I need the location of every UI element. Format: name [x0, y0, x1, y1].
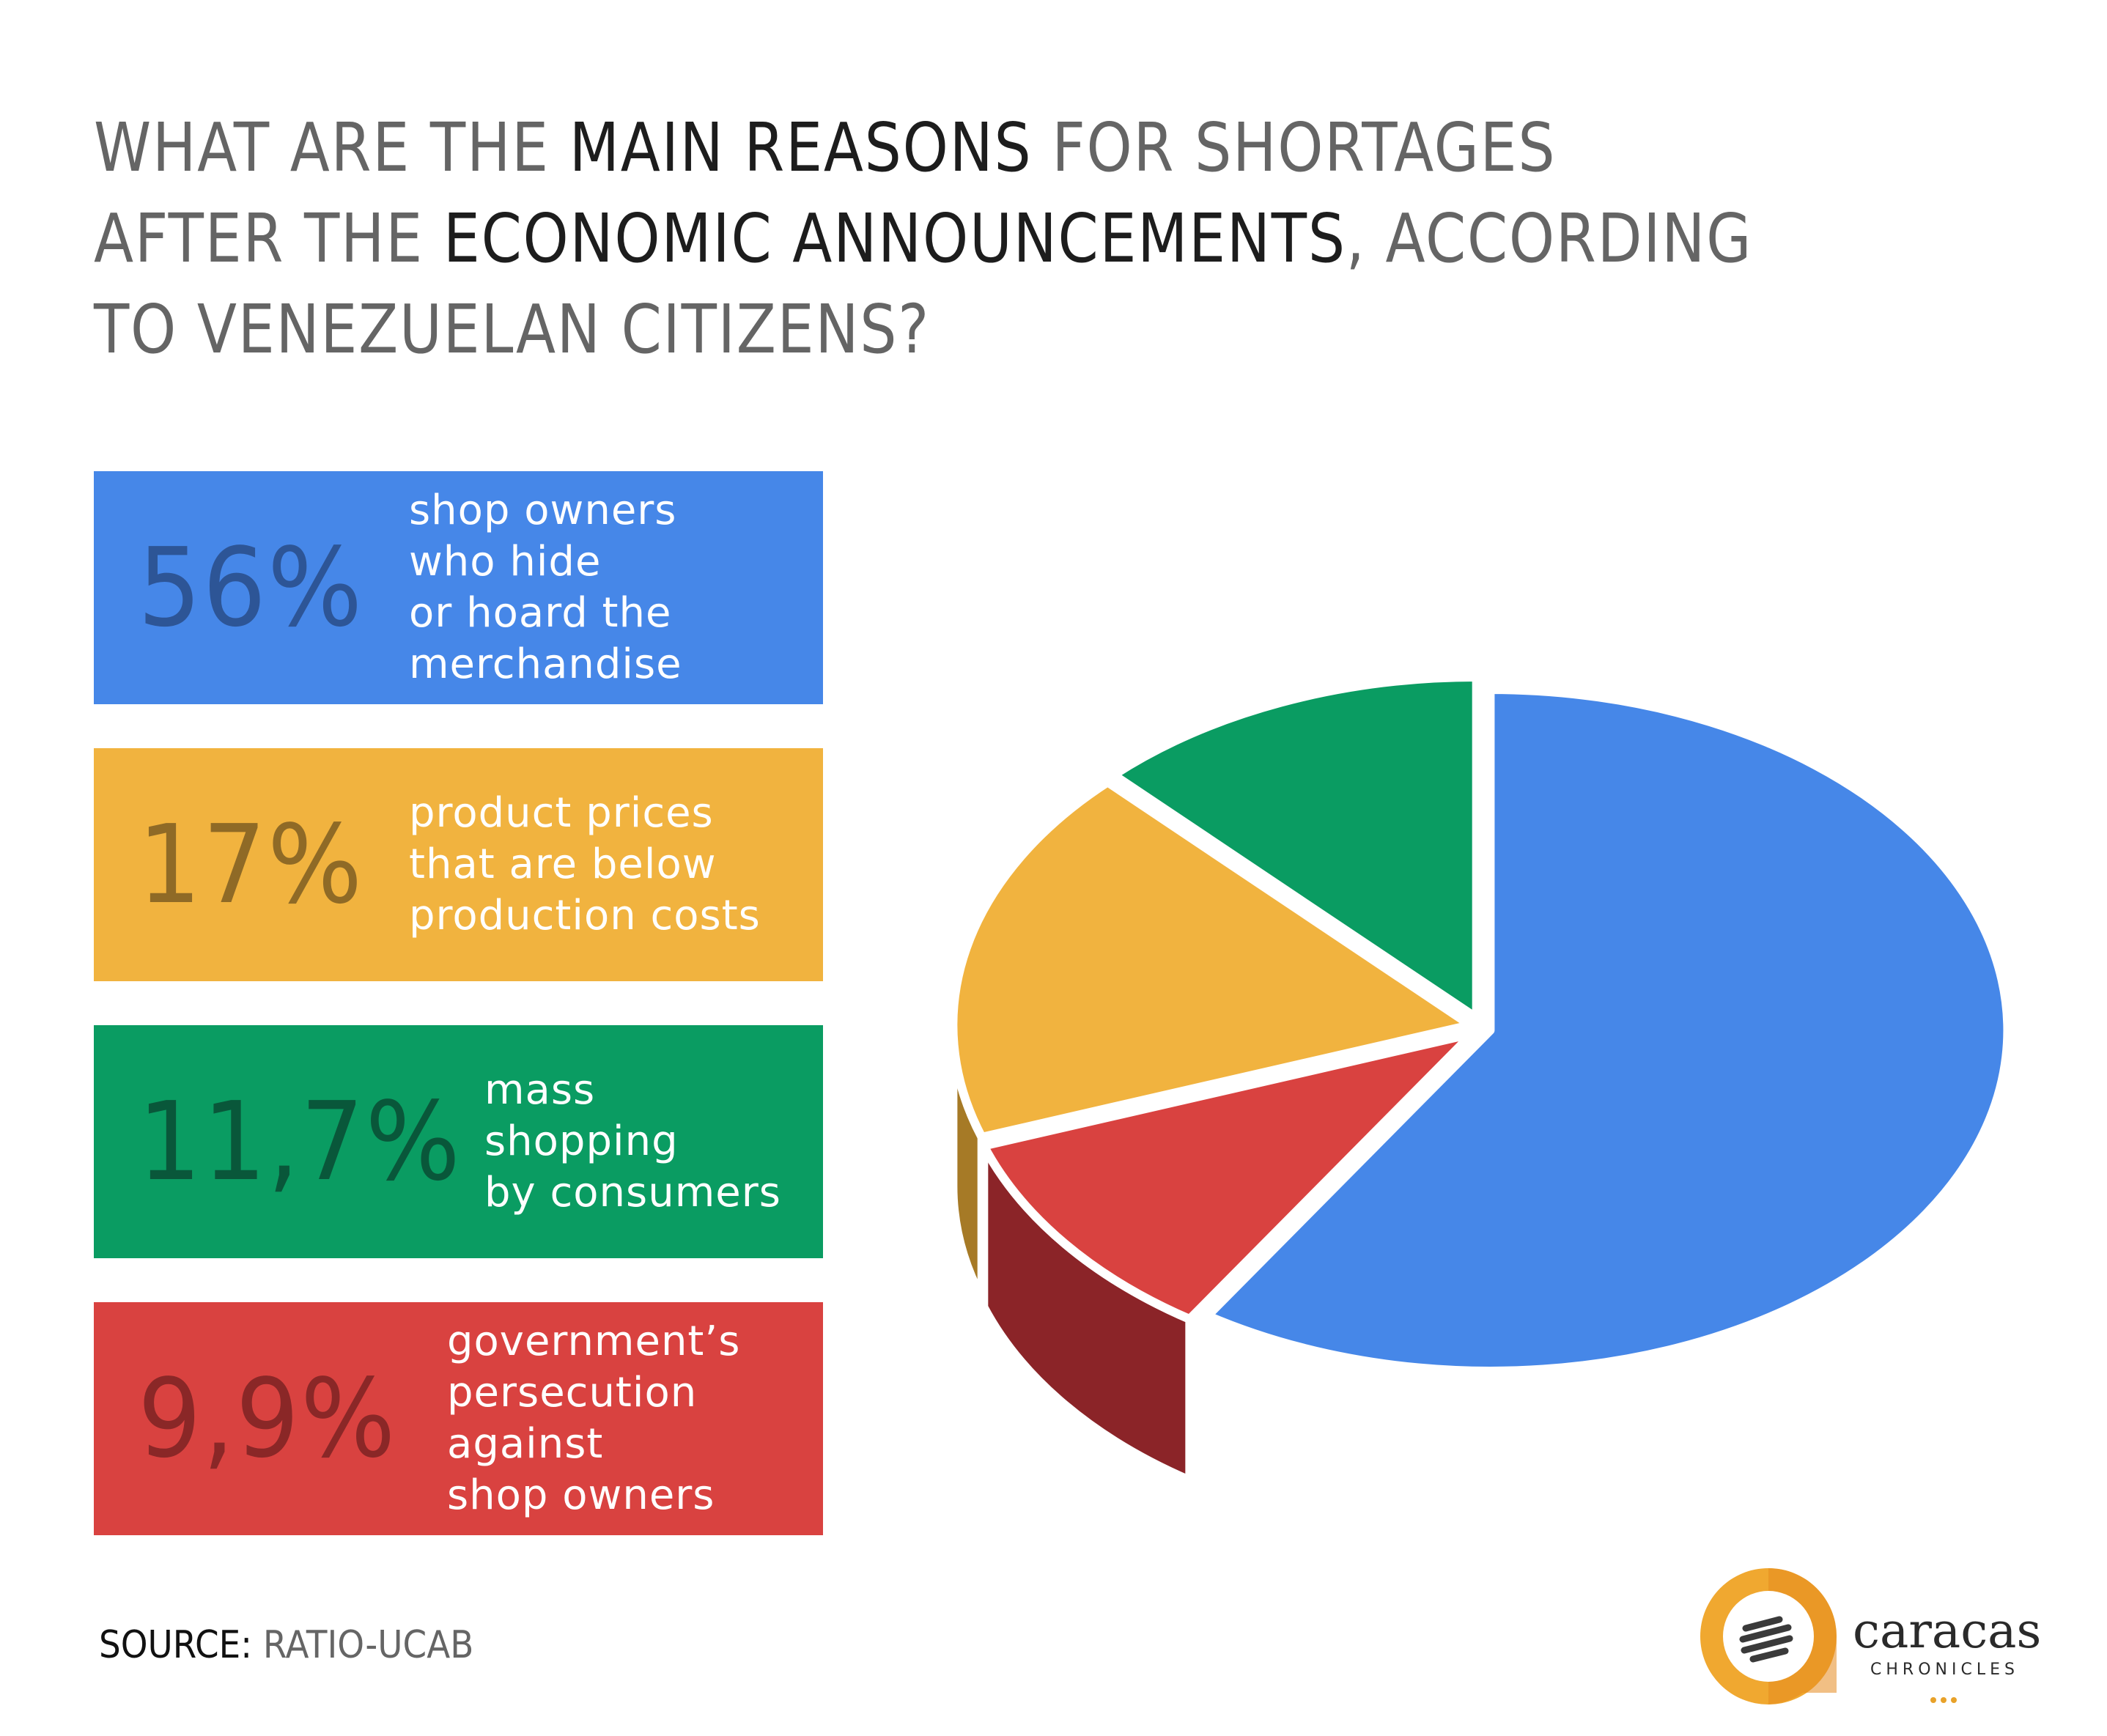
svg-text:CHRONICLES: CHRONICLES	[1870, 1661, 2019, 1679]
pie-slice-governments-persecution	[979, 1029, 1477, 1324]
legend-label: product prices that are below production…	[409, 789, 761, 939]
svg-text:caracas: caracas	[1853, 1603, 2041, 1659]
legend-box-persecution: 9,9% government’s persecution against sh…	[94, 1302, 823, 1535]
legend-label: government’s persecution against shop ow…	[447, 1318, 741, 1519]
pie-tops	[948, 673, 2012, 1375]
legend-label: shop owners who hide or hoard the mercha…	[409, 487, 682, 688]
legend-box-hoarding: 56% shop owners who hide or hoard the me…	[94, 471, 823, 704]
legend-label: mass shopping by consumers	[484, 1066, 781, 1216]
chart-title: WHAT ARE THE MAIN REASONS FOR SHORTAGES …	[94, 103, 1757, 375]
pie-slice-product-prices	[948, 777, 1475, 1142]
title-part-1: WHAT ARE THE	[94, 108, 569, 187]
pie-slice-mass-shopping	[1109, 673, 1481, 1023]
legend-percent: 17%	[138, 802, 364, 928]
source-label: SOURCE:	[99, 1623, 253, 1667]
title-part-3: FOR SHORTAGES AFTER THE	[94, 108, 1557, 278]
legend-percent: 11,7%	[138, 1079, 462, 1205]
pie-slice-shop-owners	[1203, 684, 2012, 1375]
source-value: RATIO-UCAB	[252, 1623, 474, 1667]
title-part-2: MAIN REASONS	[569, 108, 1033, 187]
source-line: SOURCE: RATIO-UCAB	[99, 1623, 473, 1667]
legend-percent: 9,9%	[138, 1356, 397, 1482]
legend-box-prices: 17% product prices that are below produc…	[94, 748, 823, 981]
title-part-5: , ACCORDING TO VENEZUELAN CITIZENS?	[94, 199, 1753, 369]
title-part-4: ECONOMIC ANNOUNCEMENTS	[443, 199, 1346, 278]
caracas-chronicles-logo: caracas CHRONICLES	[1700, 1568, 2041, 1704]
legend-percent: 56%	[138, 525, 364, 651]
legend-box-mass-shopping: 11,7% mass shopping by consumers	[94, 1025, 823, 1258]
